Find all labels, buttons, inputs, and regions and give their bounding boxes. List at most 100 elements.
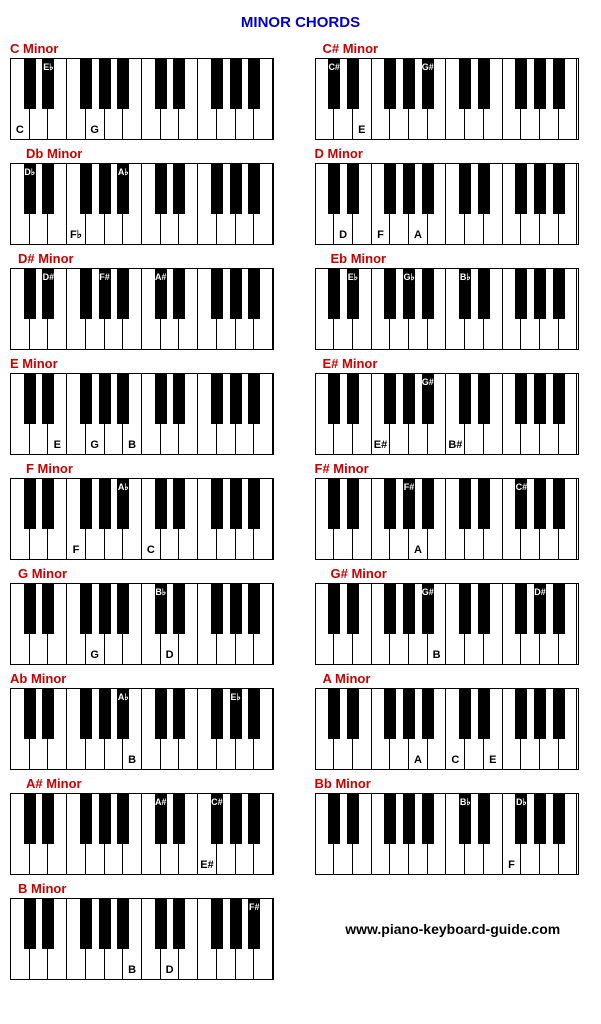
black-key-label: C# bbox=[515, 482, 527, 492]
black-key bbox=[80, 794, 92, 844]
black-key bbox=[42, 479, 54, 529]
chord-block: Eb MinorE♭G♭B♭ bbox=[315, 251, 592, 350]
keyboard: C G E♭ bbox=[10, 58, 274, 140]
black-key: C# bbox=[328, 59, 340, 109]
black-key bbox=[155, 59, 167, 109]
black-key bbox=[347, 374, 359, 424]
black-key bbox=[24, 374, 36, 424]
black-key bbox=[384, 164, 396, 214]
chord-block: D# MinorD#F#A# bbox=[10, 251, 287, 350]
black-key bbox=[478, 584, 490, 634]
black-key bbox=[534, 164, 546, 214]
black-key bbox=[534, 689, 546, 739]
black-key-label: F# bbox=[403, 482, 415, 492]
black-key bbox=[384, 269, 396, 319]
black-key bbox=[211, 59, 223, 109]
chord-name: Eb Minor bbox=[315, 251, 592, 266]
black-key bbox=[384, 584, 396, 634]
black-key-label: F# bbox=[99, 272, 111, 282]
black-key bbox=[42, 689, 54, 739]
white-key-label: D bbox=[334, 229, 352, 241]
black-key bbox=[117, 584, 129, 634]
black-key: D♭ bbox=[24, 164, 36, 214]
black-key bbox=[117, 269, 129, 319]
black-key bbox=[230, 374, 242, 424]
black-key bbox=[173, 794, 185, 844]
black-key bbox=[230, 59, 242, 109]
white-key-label: B bbox=[123, 964, 141, 976]
black-key bbox=[515, 269, 527, 319]
black-key bbox=[534, 794, 546, 844]
white-key-label: C bbox=[11, 124, 29, 136]
black-key bbox=[211, 689, 223, 739]
white-key-label: G bbox=[86, 124, 104, 136]
black-key-label: C# bbox=[211, 797, 223, 807]
black-key-label: F# bbox=[248, 902, 260, 912]
black-key: E♭ bbox=[42, 59, 54, 109]
white-key-label: F bbox=[503, 859, 521, 871]
keyboard: EGB bbox=[10, 373, 274, 455]
black-key bbox=[99, 584, 111, 634]
black-key bbox=[459, 164, 471, 214]
page-title: MINOR CHORDS bbox=[10, 14, 591, 31]
black-key bbox=[211, 479, 223, 529]
black-key bbox=[155, 899, 167, 949]
black-key-label: G# bbox=[422, 62, 434, 72]
keyboard: E#B#G# bbox=[315, 373, 579, 455]
black-key bbox=[230, 269, 242, 319]
white-key-label: B# bbox=[447, 439, 465, 451]
black-key bbox=[248, 59, 260, 109]
keyboard: DFA bbox=[315, 163, 579, 245]
black-key-label: E♭ bbox=[230, 692, 242, 703]
black-key-label: D♭ bbox=[24, 167, 36, 178]
black-key bbox=[422, 479, 434, 529]
black-key bbox=[99, 479, 111, 529]
black-key bbox=[42, 899, 54, 949]
chord-grid: C MinorCGE♭C# MinorEC#G#Db MinorF♭D♭A♭D … bbox=[10, 41, 591, 980]
chord-block: A MinorACE bbox=[315, 671, 592, 770]
black-key bbox=[248, 164, 260, 214]
chord-name: Ab Minor bbox=[10, 671, 287, 686]
black-key-label: C# bbox=[328, 62, 340, 72]
black-key bbox=[24, 269, 36, 319]
chord-block: F MinorFCA♭ bbox=[10, 461, 287, 560]
white-key-label: F bbox=[372, 229, 390, 241]
black-key bbox=[80, 164, 92, 214]
black-key: F# bbox=[99, 269, 111, 319]
black-key bbox=[459, 479, 471, 529]
black-key-label: D# bbox=[42, 272, 54, 282]
black-key-label: E♭ bbox=[42, 62, 54, 73]
chord-name: G Minor bbox=[10, 566, 287, 581]
chord-name: C# Minor bbox=[315, 41, 592, 56]
chord-block: E# MinorE#B#G# bbox=[315, 356, 592, 455]
black-key bbox=[155, 689, 167, 739]
black-key bbox=[99, 164, 111, 214]
chord-name: F# Minor bbox=[315, 461, 592, 476]
keyboard: BDF# bbox=[10, 898, 274, 980]
keyboard: AF#C# bbox=[315, 478, 579, 560]
black-key bbox=[248, 584, 260, 634]
black-key bbox=[478, 164, 490, 214]
chord-block: Db MinorF♭D♭A♭ bbox=[10, 146, 287, 245]
black-key bbox=[422, 689, 434, 739]
black-key bbox=[384, 374, 396, 424]
black-key bbox=[384, 479, 396, 529]
black-key bbox=[403, 689, 415, 739]
black-key bbox=[230, 164, 242, 214]
black-key bbox=[173, 374, 185, 424]
chord-block: C# MinorEC#G# bbox=[315, 41, 592, 140]
white-key-label: D bbox=[161, 649, 179, 661]
black-key bbox=[328, 479, 340, 529]
white-key-label: B bbox=[123, 439, 141, 451]
black-key bbox=[422, 164, 434, 214]
black-key bbox=[230, 479, 242, 529]
black-key bbox=[24, 794, 36, 844]
black-key bbox=[384, 794, 396, 844]
black-key bbox=[515, 584, 527, 634]
keyboard: EC#G# bbox=[315, 58, 579, 140]
black-key bbox=[459, 374, 471, 424]
black-key-label: B♭ bbox=[459, 272, 471, 283]
black-key bbox=[99, 59, 111, 109]
white-key-label: A bbox=[409, 754, 427, 766]
chord-block: E MinorEGB bbox=[10, 356, 287, 455]
